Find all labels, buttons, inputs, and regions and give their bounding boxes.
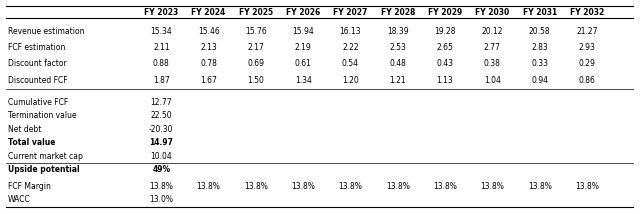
Text: 12.77: 12.77 — [150, 98, 172, 107]
Text: Current market cap: Current market cap — [8, 152, 83, 161]
Text: 2.83: 2.83 — [531, 43, 548, 52]
Text: 0.54: 0.54 — [342, 59, 359, 68]
Text: Revenue estimation: Revenue estimation — [8, 27, 84, 36]
Text: 13.8%: 13.8% — [528, 181, 552, 190]
Text: FY 2027: FY 2027 — [333, 8, 367, 17]
Text: 16.13: 16.13 — [340, 27, 362, 36]
Text: 15.94: 15.94 — [292, 27, 314, 36]
Text: FY 2024: FY 2024 — [191, 8, 226, 17]
Text: 0.78: 0.78 — [200, 59, 217, 68]
Text: FY 2028: FY 2028 — [381, 8, 415, 17]
Text: 2.65: 2.65 — [436, 43, 454, 52]
Text: 0.94: 0.94 — [531, 76, 548, 85]
Text: 0.48: 0.48 — [389, 59, 406, 68]
Text: Net debt: Net debt — [8, 125, 41, 134]
Text: FY 2029: FY 2029 — [428, 8, 462, 17]
Text: 14.97: 14.97 — [149, 138, 173, 147]
Text: Discounted FCF: Discounted FCF — [8, 76, 67, 85]
Text: 20.58: 20.58 — [529, 27, 550, 36]
Text: Discount factor: Discount factor — [8, 59, 67, 68]
Text: 13.8%: 13.8% — [196, 181, 221, 190]
Text: 20.12: 20.12 — [482, 27, 503, 36]
Text: 13.8%: 13.8% — [244, 181, 268, 190]
Text: 0.29: 0.29 — [579, 59, 595, 68]
Text: 0.69: 0.69 — [248, 59, 264, 68]
Text: 49%: 49% — [152, 165, 170, 174]
Text: FY 2023: FY 2023 — [144, 8, 179, 17]
Text: 2.77: 2.77 — [484, 43, 500, 52]
Text: Upside potential: Upside potential — [8, 165, 79, 174]
Text: FY 2031: FY 2031 — [522, 8, 557, 17]
Text: FY 2030: FY 2030 — [476, 8, 509, 17]
Text: 13.8%: 13.8% — [291, 181, 315, 190]
Text: 10.04: 10.04 — [150, 152, 172, 161]
Text: 13.8%: 13.8% — [339, 181, 362, 190]
Text: 1.87: 1.87 — [153, 76, 170, 85]
Text: Cumulative FCF: Cumulative FCF — [8, 98, 68, 107]
Text: FCF estimation: FCF estimation — [8, 43, 65, 52]
Text: 0.43: 0.43 — [436, 59, 454, 68]
Text: FCF Margin: FCF Margin — [8, 181, 51, 190]
Text: 1.04: 1.04 — [484, 76, 500, 85]
Text: 13.8%: 13.8% — [433, 181, 457, 190]
Text: 2.93: 2.93 — [579, 43, 595, 52]
Text: -20.30: -20.30 — [149, 125, 173, 134]
Text: 13.8%: 13.8% — [575, 181, 599, 190]
Text: 1.50: 1.50 — [248, 76, 264, 85]
Text: Termination value: Termination value — [8, 111, 76, 120]
Text: FY 2032: FY 2032 — [570, 8, 604, 17]
Text: 1.67: 1.67 — [200, 76, 217, 85]
Text: 2.19: 2.19 — [295, 43, 312, 52]
Text: 15.46: 15.46 — [198, 27, 220, 36]
Text: 13.0%: 13.0% — [149, 195, 173, 204]
Text: 1.34: 1.34 — [295, 76, 312, 85]
Text: WACC: WACC — [8, 195, 31, 204]
Text: 18.39: 18.39 — [387, 27, 408, 36]
Text: 0.61: 0.61 — [295, 59, 312, 68]
Text: 15.76: 15.76 — [245, 27, 267, 36]
Text: 0.38: 0.38 — [484, 59, 500, 68]
Text: FY 2025: FY 2025 — [239, 8, 273, 17]
Text: 2.11: 2.11 — [153, 43, 170, 52]
Text: 13.8%: 13.8% — [481, 181, 504, 190]
Text: FY 2026: FY 2026 — [286, 8, 320, 17]
Text: Total value: Total value — [8, 138, 55, 147]
Text: 0.86: 0.86 — [579, 76, 595, 85]
Text: 2.53: 2.53 — [389, 43, 406, 52]
Text: 19.28: 19.28 — [435, 27, 456, 36]
Text: 1.20: 1.20 — [342, 76, 359, 85]
Text: 0.33: 0.33 — [531, 59, 548, 68]
Text: 2.22: 2.22 — [342, 43, 359, 52]
Text: 21.27: 21.27 — [576, 27, 598, 36]
Text: 13.8%: 13.8% — [386, 181, 410, 190]
Text: 2.13: 2.13 — [200, 43, 217, 52]
Text: 15.34: 15.34 — [150, 27, 172, 36]
Text: 2.17: 2.17 — [248, 43, 264, 52]
Text: 1.21: 1.21 — [390, 76, 406, 85]
Text: 0.88: 0.88 — [153, 59, 170, 68]
Text: 13.8%: 13.8% — [149, 181, 173, 190]
Text: 22.50: 22.50 — [150, 111, 172, 120]
Text: 1.13: 1.13 — [436, 76, 453, 85]
